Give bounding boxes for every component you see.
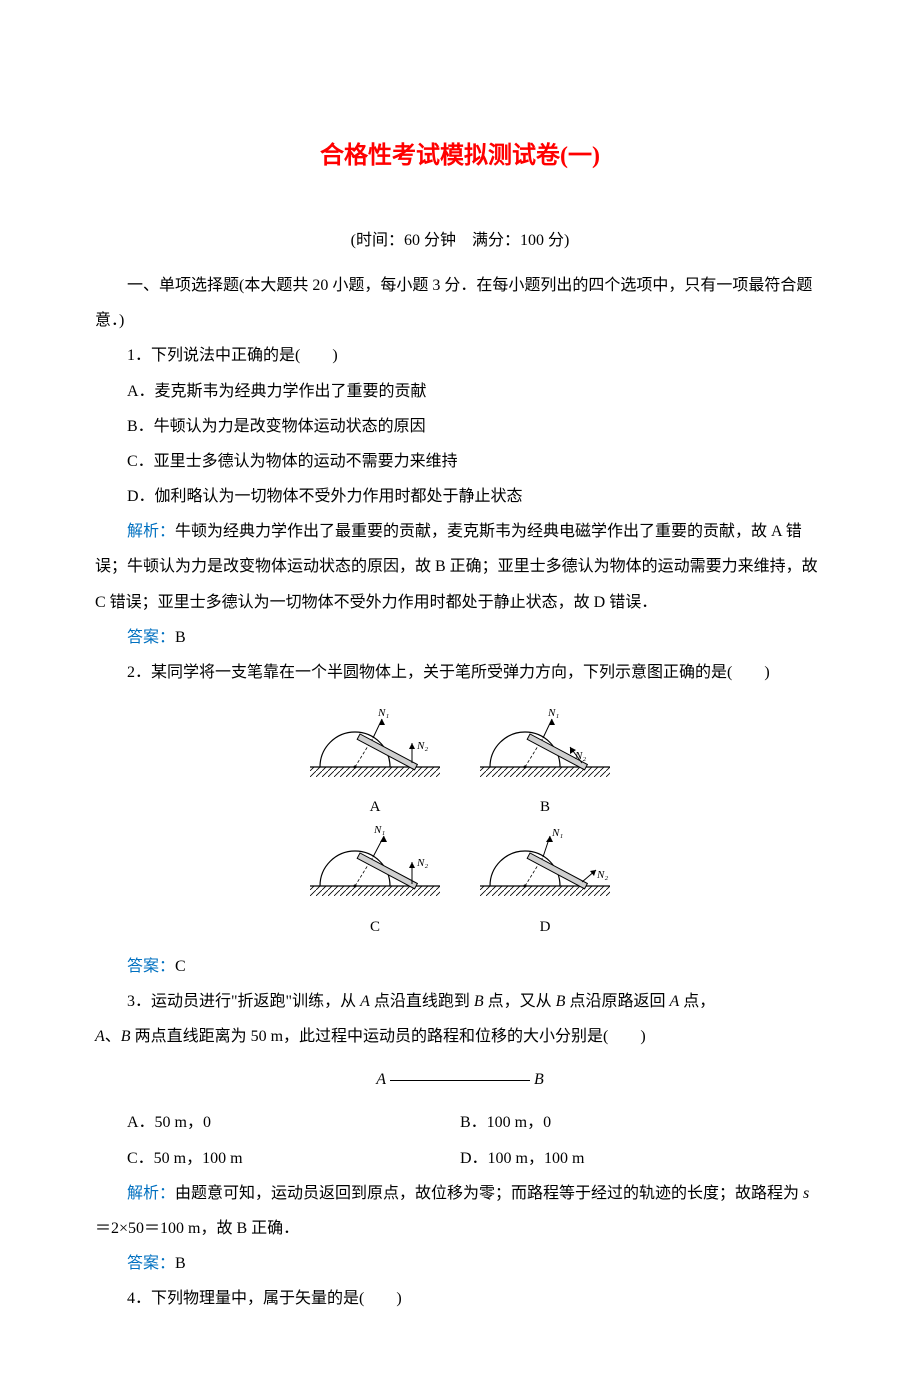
q3-opt-b: B．100 m，0 [460, 1105, 825, 1140]
diagram-c-label: C [310, 911, 440, 944]
q4-text: 4．下列物理量中，属于矢量的是( ) [95, 1281, 825, 1316]
q1-opt-c: C．亚里士多德认为物体的运动不需要力来维持 [95, 444, 825, 479]
ab-segment [390, 1080, 530, 1081]
svg-text:N₂: N₂ [416, 740, 428, 752]
q3-answer-text: B [175, 1255, 186, 1272]
answer-label: 答案： [127, 629, 175, 646]
ab-point-a: A [376, 1071, 386, 1088]
ab-point-b: B [534, 1071, 544, 1088]
q1-analysis: 解析：牛顿为经典力学作出了最重要的贡献，麦克斯韦为经典电磁学作出了重要的贡献，故… [95, 514, 825, 620]
exam-title: 合格性考试模拟测试卷(一) [95, 130, 825, 183]
exam-meta: (时间：60 分钟 满分：100 分) [95, 223, 825, 258]
q1-opt-b: B．牛顿认为力是改变物体运动状态的原因 [95, 409, 825, 444]
diagram-a-label: A [310, 791, 440, 824]
svg-text:N₁: N₁ [551, 827, 563, 839]
diagram-b-label: B [480, 791, 610, 824]
diagram-d-label: D [480, 911, 610, 944]
q1-opt-d: D．伽利略认为一切物体不受外力作用时都处于静止状态 [95, 479, 825, 514]
svg-text:N₂: N₂ [574, 750, 586, 762]
q1-opt-a: A．麦克斯韦为经典力学作出了重要的贡献 [95, 374, 825, 409]
q1-text: 1．下列说法中正确的是( ) [95, 338, 825, 373]
answer-label: 答案： [127, 1255, 175, 1272]
q2-text: 2．某同学将一支笔靠在一个半圆物体上，关于笔所受弹力方向，下列示意图正确的是( … [95, 655, 825, 690]
diagram-a: N₁ N₂ A [310, 705, 440, 824]
q3-opt-d: D．100 m，100 m [460, 1141, 825, 1176]
q1-answer: 答案：B [95, 620, 825, 655]
q3-text: 3．运动员进行"折返跑"训练，从 A 点沿直线跑到 B 点，又从 B 点沿原路返… [95, 984, 825, 1019]
section-1-header: 一、单项选择题(本大题共 20 小题，每小题 3 分．在每小题列出的四个选项中，… [95, 268, 825, 338]
svg-text:N₁: N₁ [377, 707, 389, 719]
svg-text:N₂: N₂ [416, 857, 428, 869]
q3-opt-a: A．50 m，0 [95, 1105, 460, 1140]
q1-answer-text: B [175, 629, 186, 646]
analysis-label: 解析： [127, 523, 175, 540]
q3-analysis: 解析：由题意可知，运动员返回到原点，故位移为零；而路程等于经过的轨迹的长度；故路… [95, 1176, 825, 1246]
section-1-header-text: 一、单项选择题(本大题共 20 小题，每小题 3 分．在每小题列出的四个选项中，… [95, 277, 812, 329]
q1-analysis-text: 牛顿为经典力学作出了最重要的贡献，麦克斯韦为经典电磁学作出了重要的贡献，故 A … [95, 523, 818, 610]
q3-ab-diagram: AB [95, 1062, 825, 1097]
diagram-b: N₁ N₂ B [480, 705, 610, 824]
analysis-label: 解析： [127, 1185, 175, 1202]
q3-options-row-1: A．50 m，0 B．100 m，0 [95, 1105, 825, 1140]
svg-text:N₁: N₁ [373, 824, 385, 836]
svg-text:N₁: N₁ [547, 707, 559, 719]
q3-text-line2: A、B 两点直线距离为 50 m，此过程中运动员的路程和位移的大小分别是( ) [95, 1019, 825, 1054]
q3-answer: 答案：B [95, 1246, 825, 1281]
q2-answer: 答案：C [95, 949, 825, 984]
q3-opt-c: C．50 m，100 m [95, 1141, 460, 1176]
q3-options-row-2: C．50 m，100 m D．100 m，100 m [95, 1141, 825, 1176]
diagram-d: N₁ N₂ D [480, 824, 610, 943]
diagram-c: N₁ N₂ C [310, 824, 440, 943]
q2-diagram: N₁ N₂ A [95, 705, 825, 943]
answer-label: 答案： [127, 958, 175, 975]
q2-answer-text: C [175, 958, 186, 975]
svg-text:N₂: N₂ [596, 869, 608, 881]
